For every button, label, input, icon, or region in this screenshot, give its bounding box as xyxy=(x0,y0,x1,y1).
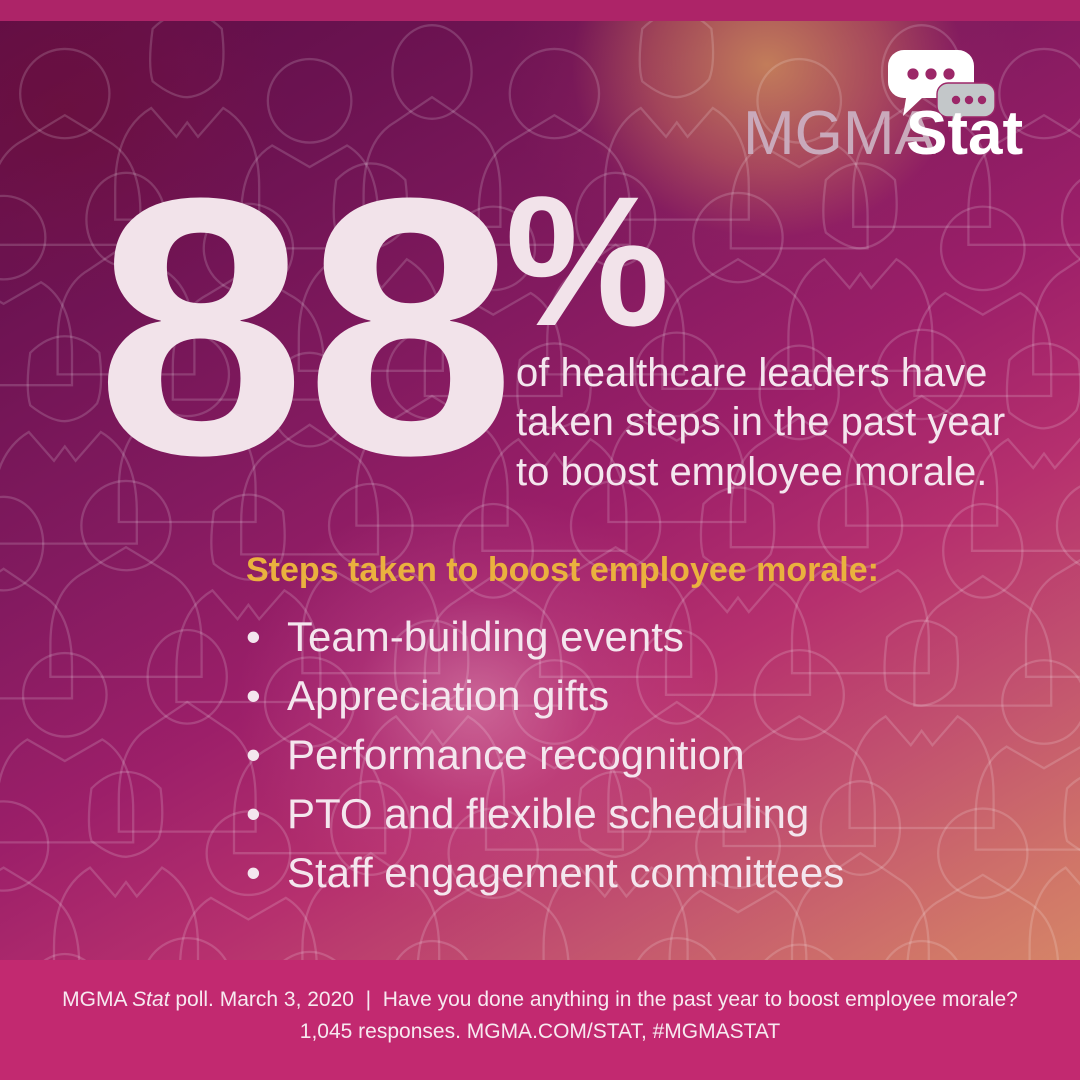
svg-text:Stat: Stat xyxy=(906,99,1023,168)
